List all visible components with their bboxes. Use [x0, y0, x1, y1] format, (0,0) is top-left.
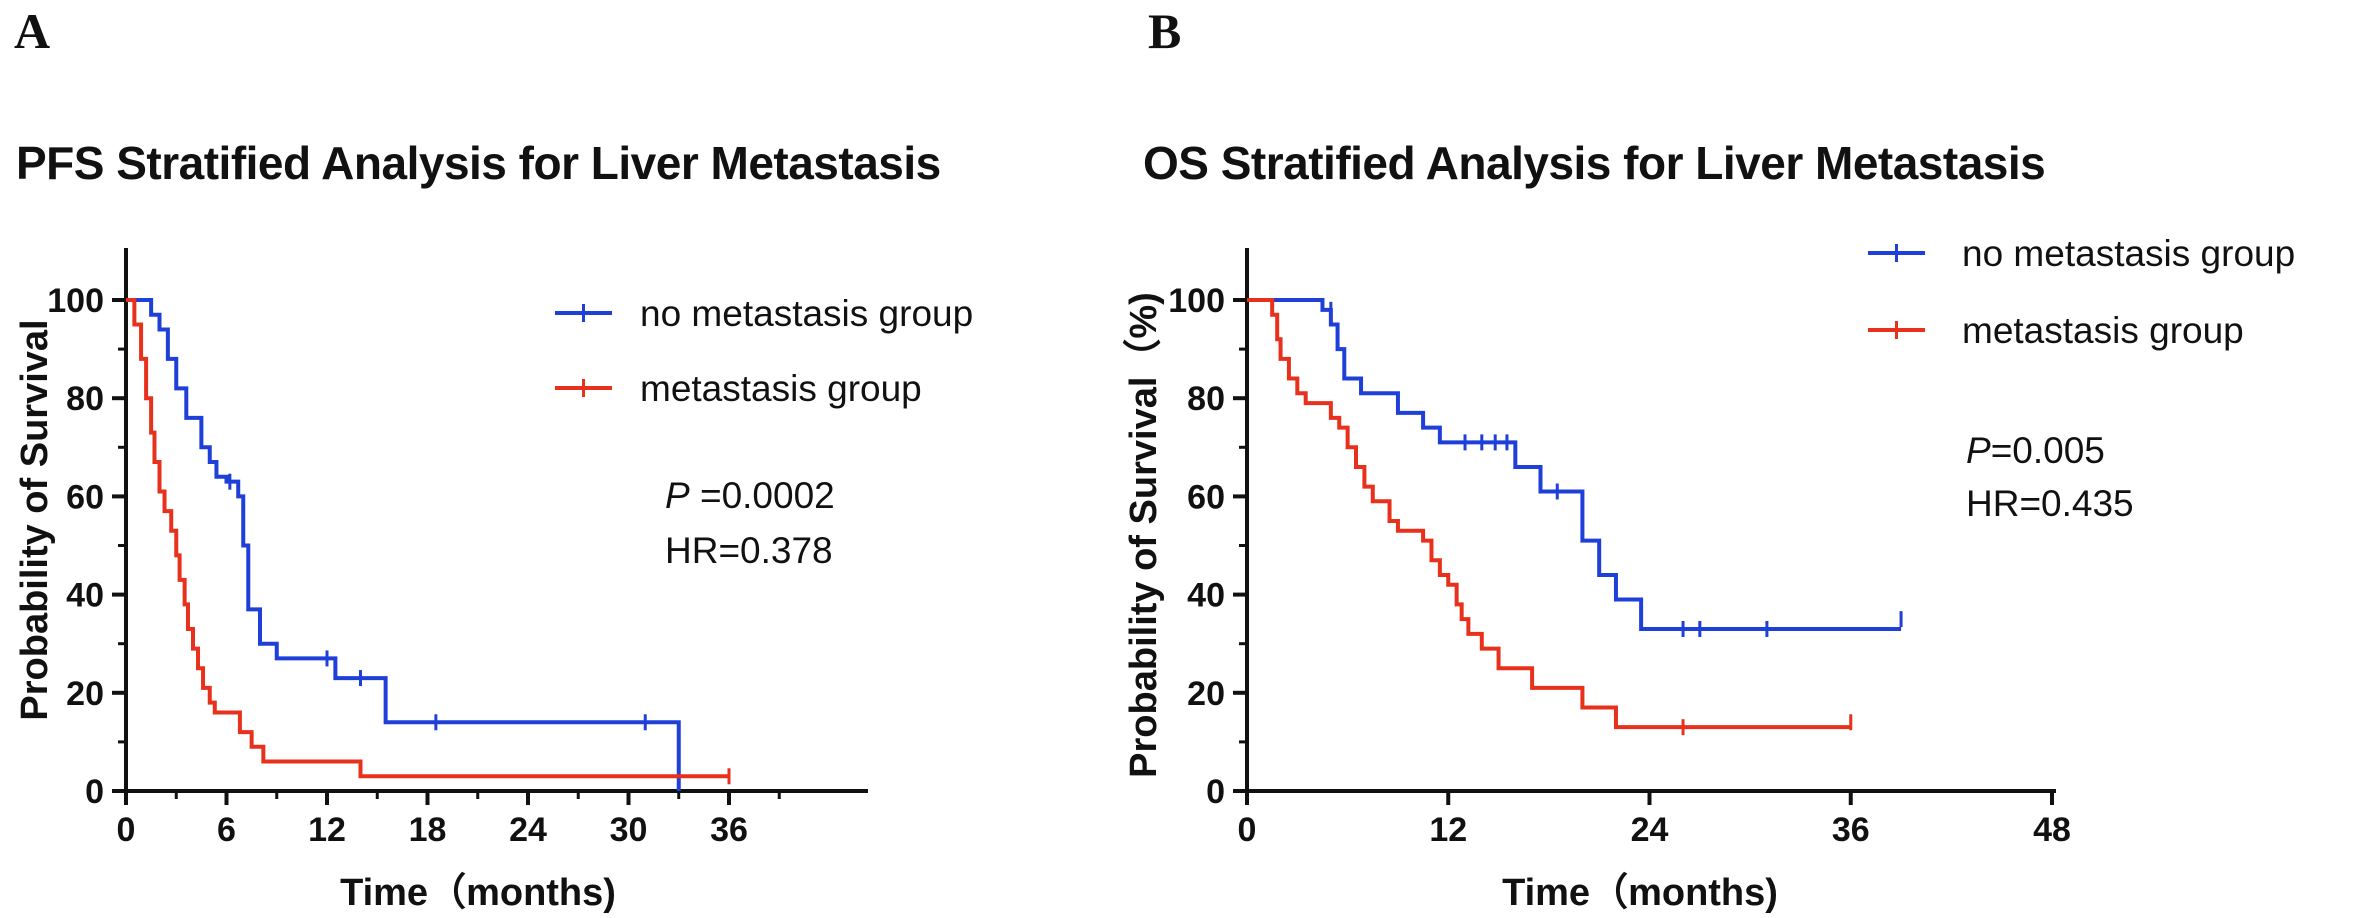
chart-panel-os: 0 20 40 60 80 100 0 12 24 36 48 Probability of Surv…	[1123, 233, 2295, 914]
p-value-label: P=0.005	[1966, 430, 2105, 471]
legend-label-metastasis: metastasis group	[640, 368, 922, 409]
y-tick-label: 60	[66, 478, 104, 516]
y-tick-label: 0	[1206, 773, 1225, 811]
legend-label-no-metastasis: no metastasis group	[1962, 233, 2295, 274]
y-tick-label: 60	[1187, 478, 1225, 516]
survival-curve-no-metastasis	[126, 298, 681, 791]
x-tick-label: 18	[409, 811, 447, 849]
y-tick-label: 80	[66, 380, 104, 418]
y-tick-label: 20	[66, 675, 104, 713]
y-axis-title: Probability of Survival	[14, 319, 56, 720]
y-tick-label: 20	[1187, 675, 1225, 713]
p-value: =0.0002	[690, 475, 835, 516]
x-tick-label: 6	[217, 811, 236, 849]
x-tick-label: 12	[1429, 811, 1467, 849]
p-value: =0.005	[1991, 430, 2105, 471]
legend-label-metastasis: metastasis group	[1962, 310, 2244, 351]
x-tick-label: 36	[710, 811, 748, 849]
y-tick-label: 100	[47, 282, 104, 320]
x-tick-label: 0	[117, 811, 136, 849]
survival-curve-metastasis	[126, 298, 729, 779]
panel-letter-a: A	[14, 3, 51, 59]
x-axis-title: Time（months)	[340, 872, 616, 914]
y-tick-label: 80	[1187, 380, 1225, 418]
p-symbol: P	[665, 475, 690, 516]
survival-curve-no-metastasis	[1247, 298, 1902, 631]
x-tick-label: 24	[509, 811, 547, 849]
survival-curve-metastasis	[1247, 298, 1851, 730]
panel-letter-b: B	[1148, 3, 1182, 59]
chart-title-os: OS Stratified Analysis for Liver Metasta…	[1143, 137, 2046, 189]
x-tick-label: 48	[2033, 811, 2071, 849]
hazard-ratio-label: HR=0.435	[1966, 483, 2134, 524]
x-tick-label: 36	[1832, 811, 1870, 849]
y-tick-label: 40	[66, 577, 104, 615]
x-tick-label: 24	[1631, 811, 1669, 849]
p-value-label: P =0.0002	[665, 475, 835, 516]
p-symbol: P	[1966, 430, 1991, 471]
legend-label-no-metastasis: no metastasis group	[640, 293, 973, 334]
chart-title-pfs: PFS Stratified Analysis for Liver Metast…	[16, 137, 941, 189]
y-tick-label: 0	[85, 773, 104, 811]
y-tick-label: 40	[1187, 577, 1225, 615]
x-tick-label: 30	[610, 811, 648, 849]
y-tick-label: 100	[1168, 282, 1225, 320]
x-tick-label: 12	[308, 811, 346, 849]
x-tick-label: 0	[1238, 811, 1257, 849]
x-axis-title: Time（months)	[1502, 872, 1778, 914]
y-axis-title: Probability of Survival（%)	[1123, 292, 1165, 778]
chart-panel-pfs: 0 20 40 60 80 100 0 6 12 18 24 30 36 Probability of S…	[14, 248, 973, 914]
hazard-ratio-label: HR=0.378	[665, 530, 833, 571]
